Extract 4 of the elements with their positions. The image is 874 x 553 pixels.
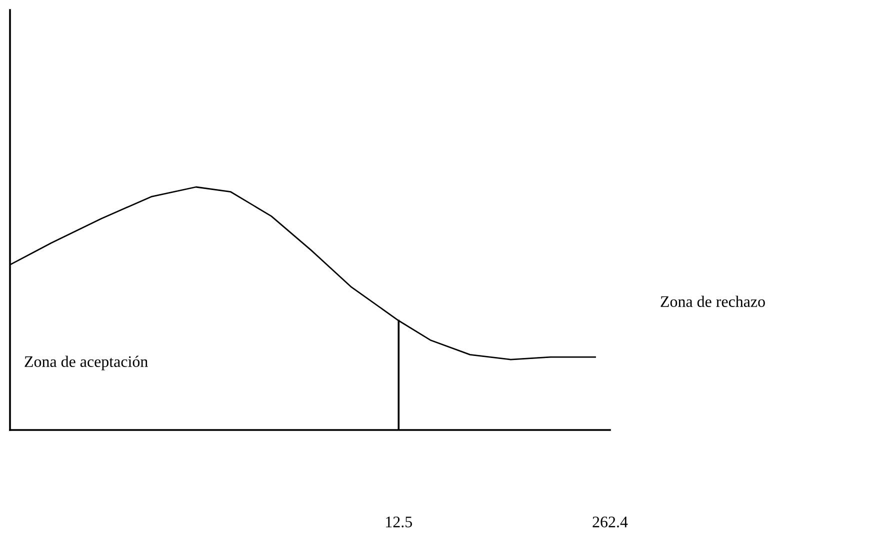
- x-tick-label: 12.5: [386, 516, 412, 528]
- annotation: Zona de aceptación: [24, 356, 148, 370]
- x-tick-label: 262.4: [592, 516, 628, 528]
- text: Zona de rechazo: [660, 296, 765, 307]
